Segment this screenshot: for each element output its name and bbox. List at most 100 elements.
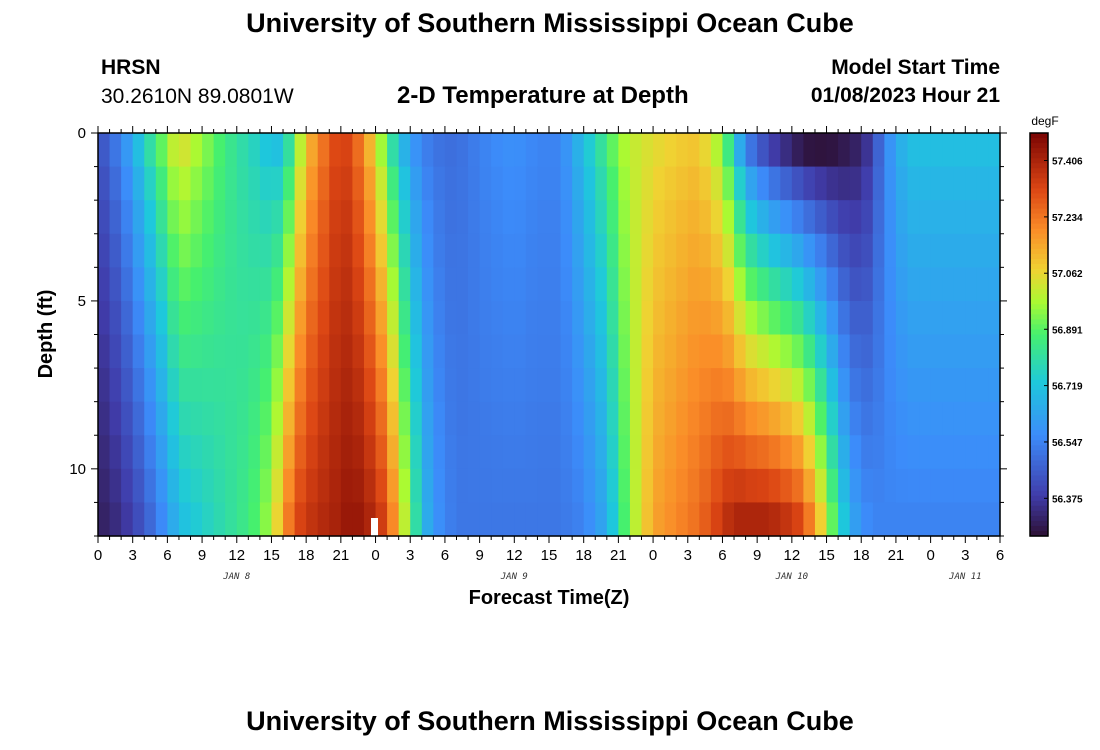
heatmap-cell — [363, 267, 377, 302]
heatmap-cell — [421, 300, 434, 336]
heatmap-cell — [202, 133, 215, 168]
heatmap-cell — [930, 267, 943, 302]
heatmap-cell — [549, 267, 562, 302]
heatmap-cell — [803, 200, 816, 235]
heatmap-cell — [814, 300, 828, 336]
heatmap-cell — [190, 502, 203, 537]
heatmap-cell — [410, 133, 423, 168]
heatmap-cell — [953, 334, 966, 369]
heatmap-cell — [791, 200, 805, 235]
heatmap-cell — [618, 435, 631, 470]
heatmap-cell — [375, 468, 388, 504]
heatmap-cell — [132, 468, 145, 504]
heatmap-cell — [919, 133, 932, 168]
heatmap-cell — [814, 435, 828, 470]
heatmap-cell — [190, 133, 203, 168]
heatmap-cell — [213, 334, 226, 369]
heatmap-cell — [849, 233, 862, 268]
heatmap-cell — [653, 468, 666, 504]
heatmap-cell — [606, 401, 619, 436]
heatmap-cell — [98, 401, 111, 436]
heatmap-cell — [653, 334, 666, 369]
heatmap-cell — [791, 401, 805, 436]
heatmap-cell — [838, 468, 851, 504]
heatmap-cell — [976, 401, 990, 436]
heatmap-cell — [363, 468, 377, 504]
heatmap-cell — [838, 166, 851, 201]
heatmap-cell — [768, 435, 781, 470]
heatmap-cell — [734, 368, 747, 403]
heatmap-cell — [479, 401, 492, 436]
heatmap-cell — [919, 435, 932, 470]
heatmap-cell — [190, 334, 203, 369]
heatmap-cell — [572, 368, 585, 403]
heatmap-cell — [965, 468, 978, 504]
heatmap-cell — [121, 401, 134, 436]
heatmap-cell — [340, 334, 354, 369]
heatmap-cell — [606, 368, 619, 403]
heatmap-cell — [317, 133, 330, 168]
heatmap-cell — [988, 368, 1001, 403]
heatmap-cell — [491, 435, 504, 470]
heatmap-cell — [687, 166, 700, 201]
colorbar-segment — [1030, 445, 1048, 451]
heatmap-cell — [167, 166, 180, 201]
heatmap-cell — [583, 502, 596, 537]
heatmap-cell — [363, 368, 377, 403]
heatmap-cell — [410, 435, 423, 470]
x-tick-label: 9 — [753, 547, 761, 564]
colorbar-segment — [1030, 208, 1048, 215]
heatmap-cell — [988, 401, 1001, 436]
heatmap-cell — [190, 300, 203, 336]
heatmap-cell — [213, 267, 226, 302]
heatmap-cell — [155, 502, 168, 537]
heatmap-cell — [687, 133, 700, 168]
heatmap-cell — [248, 133, 261, 168]
heatmap-cell — [525, 502, 539, 537]
heatmap-cell — [745, 267, 758, 302]
heatmap-cell — [722, 267, 735, 302]
heatmap-cell — [976, 233, 990, 268]
heatmap-cell — [572, 468, 585, 504]
heatmap-cell — [387, 300, 400, 336]
heatmap-cell — [803, 401, 816, 436]
heatmap-cell — [329, 267, 342, 302]
heatmap-cell — [202, 233, 215, 268]
date-label: JAN 9 — [500, 572, 528, 582]
heatmap-cell — [780, 300, 793, 336]
heatmap-cell — [444, 300, 458, 336]
heatmap-cell — [259, 200, 273, 235]
heatmap-cell — [745, 401, 758, 436]
x-tick-label: 3 — [406, 547, 414, 564]
y-axis: 0 5 10 — [69, 125, 1007, 537]
heatmap-cell — [132, 233, 145, 268]
heatmap-cell — [965, 300, 978, 336]
heatmap-cell — [502, 133, 515, 168]
heatmap-cell — [768, 502, 781, 537]
heatmap-cell — [444, 200, 458, 235]
colorbar-segment — [1030, 243, 1048, 250]
heatmap-cell — [664, 368, 677, 403]
heatmap-cell — [456, 133, 469, 168]
heatmap-cell — [895, 435, 909, 470]
heatmap-cell — [271, 368, 284, 403]
heatmap-cell — [606, 435, 619, 470]
heatmap-cell — [583, 468, 596, 504]
heatmap-cell — [965, 435, 978, 470]
heatmap-cell — [398, 334, 411, 369]
heatmap-cell — [641, 368, 654, 403]
heatmap-cell — [549, 300, 562, 336]
heatmap-cell — [826, 468, 839, 504]
heatmap-cell — [768, 468, 781, 504]
heatmap-cell — [248, 468, 261, 504]
heatmap-cell — [791, 468, 805, 504]
x-tick-label: 12 — [506, 547, 523, 564]
heatmap-cell — [618, 200, 631, 235]
heatmap-cell — [109, 267, 122, 302]
colorbar-segment — [1030, 198, 1048, 205]
heatmap-cell — [699, 133, 712, 168]
heatmap-cell — [444, 401, 458, 436]
heatmap-cell — [155, 233, 168, 268]
heatmap-cell — [791, 368, 805, 403]
heatmap-cell — [317, 300, 330, 336]
